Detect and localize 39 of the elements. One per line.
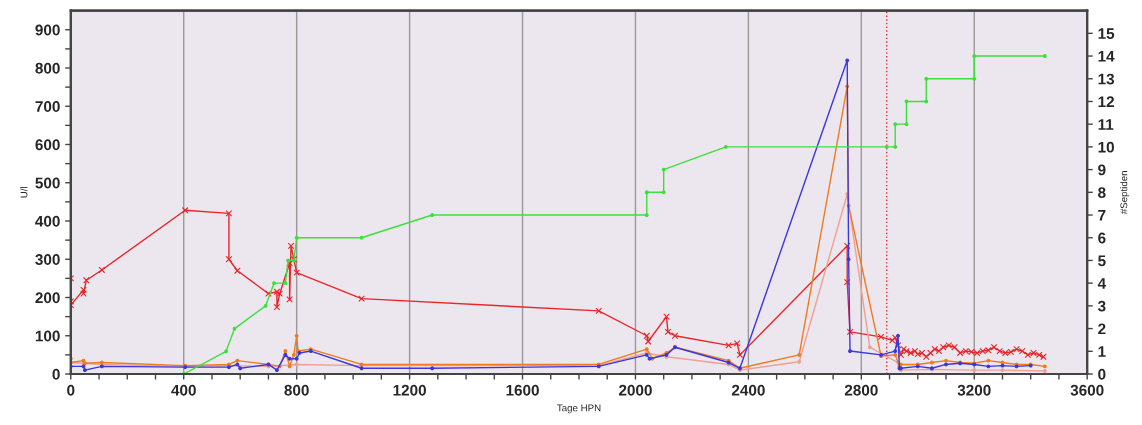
y2-tick-label: 5: [1098, 255, 1106, 267]
y2-axis-title: #Septiden: [1120, 171, 1130, 215]
y2-tick-label: 13: [1098, 73, 1115, 85]
x-tick-label: 3600: [1070, 384, 1104, 396]
y2-tick-label: 11: [1098, 119, 1114, 130]
y2-tick-label: 2: [1098, 323, 1106, 335]
y-tick-label: 100: [35, 330, 60, 342]
y2-tick-label: 4: [1097, 278, 1107, 289]
y-tick-label: 0: [52, 368, 60, 380]
y-tick-label: 600: [35, 139, 60, 151]
y-tick-label: 400: [35, 215, 60, 227]
x-tick-label: 2400: [731, 384, 765, 396]
y2-tick-label: 7: [1098, 210, 1106, 221]
x-tick-label: 0: [67, 384, 75, 396]
y-tick-label: 200: [35, 292, 60, 304]
y2-tick-label: 8: [1098, 187, 1106, 198]
y2-tick-label: 15: [1098, 28, 1115, 40]
x-tick-label: 3200: [957, 384, 991, 396]
y-tick-label: 300: [35, 254, 60, 265]
y-tick-label: 900: [35, 24, 60, 36]
x-tick-label: 2000: [619, 384, 652, 396]
y2-tick-label: 9: [1098, 164, 1106, 176]
x-tick-label: 1600: [506, 384, 539, 396]
y-tick-label: 500: [35, 177, 60, 189]
y-tick-label: 700: [35, 101, 60, 112]
x-tick-label: 1200: [393, 384, 426, 396]
y-tick-label: 800: [35, 62, 60, 74]
y2-tick-label: 0: [1098, 368, 1106, 380]
y2-tick-label: 6: [1098, 232, 1106, 244]
y2-tick-label: 1: [1098, 346, 1106, 357]
y2-tick-label: 14: [1098, 51, 1115, 62]
x-tick-label: 800: [284, 384, 309, 396]
y2-tick-label: 3: [1097, 300, 1106, 312]
x-tick-label: 2800: [844, 384, 878, 396]
y2-tick-label: 10: [1098, 141, 1114, 153]
x-axis-title: Tage HPN: [557, 404, 601, 414]
x-tick-label: 400: [171, 384, 196, 396]
y2-tick-label: 12: [1098, 96, 1114, 107]
y-axis-title: U/l: [20, 187, 28, 198]
